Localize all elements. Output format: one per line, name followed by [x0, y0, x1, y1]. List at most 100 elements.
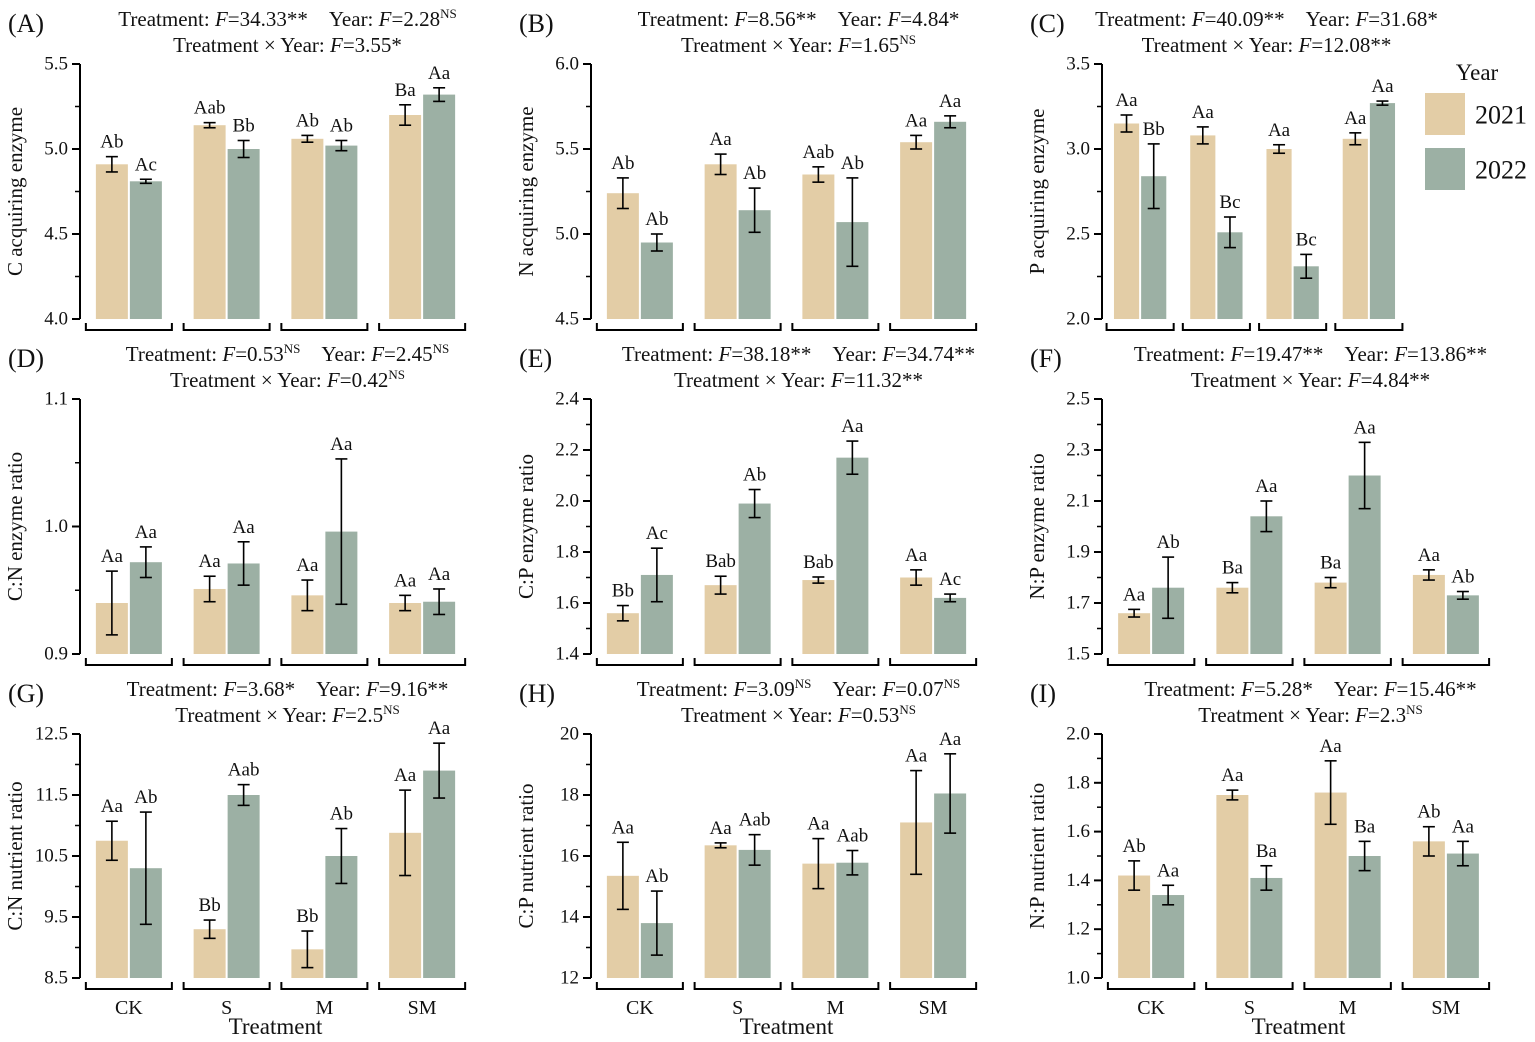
y-axis: 1.4 1.6 1.8 2.0 2.2 2.4	[555, 389, 592, 665]
y-tick-label: 8.5	[44, 968, 68, 989]
panel-E-cp-enzyme-ratio: (E) Treatment: F=38.18** Year: F=34.74** T…	[511, 335, 1022, 670]
bar-S-2021	[704, 585, 737, 654]
significance-letter: Ba	[1320, 553, 1342, 574]
legend-label: 2022	[1475, 156, 1527, 185]
y-tick-label: 1.6	[1066, 821, 1090, 842]
stats-line-1: Treatment: F=0.53NS Year: F=2.45NS	[126, 341, 450, 366]
x-tick-label: SM	[408, 997, 437, 1019]
significance-letter: Ab	[134, 787, 157, 808]
chart-panel-D: (D) Treatment: F=0.53NS Year: F=2.45NSTre…	[3, 341, 467, 666]
bar-SM-2021	[389, 115, 422, 319]
legend-swatch-2022	[1425, 148, 1465, 190]
stats-line-1: Treatment: F=38.18** Year: F=34.74**	[622, 342, 975, 366]
bar-M-2022	[836, 862, 869, 978]
bar-M-2021	[291, 138, 324, 319]
y-tick-label: 4.5	[44, 224, 68, 245]
y-tick-label: 18	[560, 785, 579, 806]
x-tick-label: SM	[919, 997, 948, 1019]
group-bracket	[1181, 323, 1251, 331]
bar-SM-2021	[900, 142, 933, 319]
significance-letter: Aa	[101, 796, 124, 817]
significance-letter: Bb	[199, 895, 221, 916]
bar-CK-2021	[95, 840, 128, 978]
chart-panel-A: (A) Treatment: F=34.33** Year: F=2.28NSTr…	[3, 6, 467, 331]
x-tick-label: S	[1244, 997, 1255, 1019]
legend-label: 2021	[1475, 101, 1527, 130]
bar-S-2022	[227, 795, 260, 978]
significance-letter: Ab	[100, 132, 123, 153]
panel-letter: (I)	[1030, 679, 1056, 708]
chart-panel-B: (B) Treatment: F=8.56** Year: F=4.84*Trea…	[514, 7, 978, 331]
significance-letter: Bb	[233, 116, 255, 137]
significance-letter: Aa	[939, 91, 962, 112]
group-bracket	[693, 658, 782, 666]
significance-letter: Aa	[1221, 765, 1244, 786]
panel-letter: (G)	[8, 679, 44, 708]
stats-line-2: Treatment × Year: F=0.42NS	[170, 367, 405, 392]
y-tick-label: 5.0	[555, 224, 579, 245]
significance-letter: Aa	[612, 817, 635, 838]
y-axis-title: C:P enzyme ratio	[514, 454, 538, 599]
bar-SM-2022	[1369, 103, 1396, 319]
bars: Ab Ab Aa Ab Aab Ab Aa Aa	[595, 91, 978, 331]
legend-swatch-2021	[1425, 93, 1465, 135]
significance-letter: Aa	[841, 416, 864, 437]
significance-letter: Bb	[612, 581, 634, 602]
bars: Aa Ab Bb Aab Bb Ab Aa Aa	[84, 718, 467, 990]
group-bracket	[693, 982, 782, 990]
bar-SM-2022	[934, 597, 967, 654]
significance-letter: Aa	[1418, 545, 1441, 566]
group-bracket	[182, 982, 271, 990]
group-bracket	[378, 982, 467, 990]
significance-letter: Bc	[1219, 192, 1240, 213]
y-tick-label: 2.0	[555, 491, 579, 512]
bars: Ab Ac Aab Bb Ab Ab Ba Aa	[84, 63, 467, 331]
significance-letter: Ab	[743, 465, 766, 486]
y-tick-label: 3.0	[1066, 139, 1090, 160]
x-tick-label: CK	[115, 997, 143, 1019]
group-bracket	[182, 323, 271, 331]
bar-S-2021	[1190, 135, 1216, 319]
group-bracket	[182, 658, 271, 666]
y-tick-label: 0.9	[44, 644, 68, 665]
bar-SM-2022	[934, 121, 967, 319]
group-bracket	[1205, 982, 1294, 990]
significance-letter: Aa	[1354, 417, 1377, 438]
bar-S-2021	[704, 164, 737, 319]
significance-letter: Aa	[1452, 816, 1475, 837]
x-tick-label: M	[315, 997, 333, 1019]
panel-A-c-acquiring-enzyme: (A) Treatment: F=34.33** Year: F=2.28NS Tr…	[0, 0, 511, 335]
x-tick-label: S	[221, 997, 232, 1019]
bar-S-2022	[738, 849, 771, 978]
significance-letter: Aab	[194, 98, 226, 119]
stats-line-2: Treatment × Year: F=2.5NS	[175, 702, 399, 727]
bar-M-2021	[1314, 582, 1347, 654]
bar-M-2022	[325, 145, 358, 319]
bars: Aa Aa Aa Aa Aa Aa Aa Aa	[84, 434, 467, 666]
chart-panel-F: (F) Treatment: F=19.47** Year: F=13.86**T…	[1025, 342, 1491, 666]
y-tick-label: 14	[560, 907, 580, 928]
y-axis: 0.9 1.0 1.1	[44, 389, 81, 665]
stats-line-2: Treatment × Year: F=4.84**	[1191, 368, 1430, 392]
stats-line-2: Treatment × Year: F=0.53NS	[681, 702, 916, 727]
y-axis-title: N:P nutrient ratio	[1025, 783, 1049, 929]
stats-line-1: Treatment: F=19.47** Year: F=13.86**	[1134, 342, 1487, 366]
bar-CK-2022	[129, 181, 162, 319]
y-tick-label: 2.0	[1066, 724, 1090, 745]
stats-line-1: Treatment: F=3.09NS Year: F=0.07NS	[637, 676, 961, 701]
y-tick-label: 10.5	[35, 846, 68, 867]
significance-letter: Aa	[101, 546, 124, 567]
stats-line-2: Treatment × Year: F=3.55*	[173, 33, 402, 57]
y-tick-label: 2.3	[1066, 440, 1090, 461]
significance-letter: Ab	[1157, 532, 1180, 553]
significance-letter: Ab	[1417, 802, 1440, 823]
x-axis-title: Treatment	[229, 1014, 323, 1039]
group-bracket	[1106, 658, 1196, 666]
y-tick-label: 1.2	[1066, 919, 1090, 940]
significance-letter: Ba	[395, 80, 417, 101]
significance-letter: Ab	[645, 866, 668, 887]
bar-SM-2021	[900, 577, 933, 654]
y-tick-label: 1.7	[1066, 593, 1090, 614]
group-bracket	[1303, 658, 1392, 666]
